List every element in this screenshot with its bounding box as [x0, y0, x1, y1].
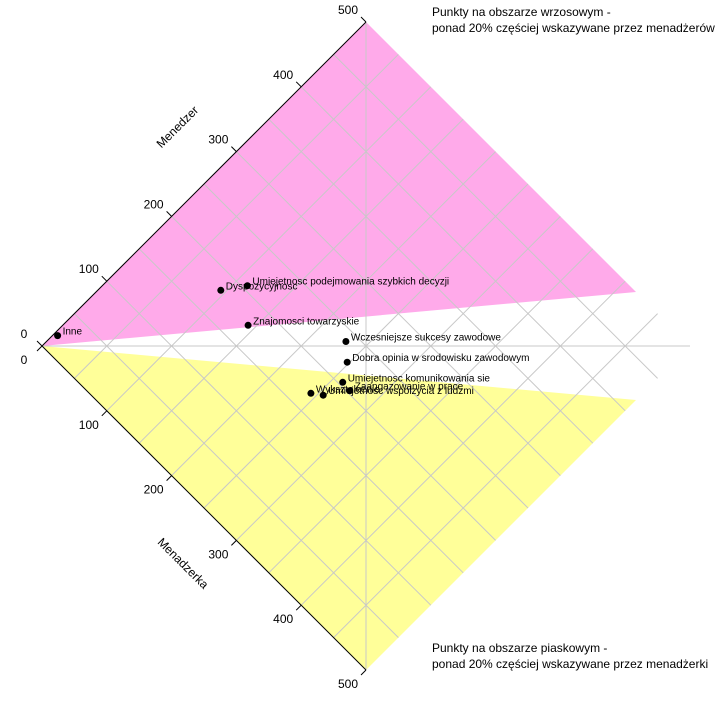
note-bottom: Punkty na obszarze piaskowym - ponad 20%… [432, 640, 708, 672]
tick-mark-menedzer [36, 340, 43, 347]
data-point [217, 286, 225, 294]
data-point-label: Wczesniejsze sukcesy zawodowe [351, 333, 501, 344]
data-point [243, 282, 251, 290]
note-bottom-line-1: Punkty na obszarze piaskowym - [432, 641, 608, 655]
tick-mark-menedzer [166, 211, 172, 217]
tick-label-menadzerka: 400 [273, 612, 293, 626]
tick-label-menadzerka: 200 [144, 483, 164, 497]
axis-line-menedzer [41, 21, 367, 347]
tick-mark-menadzerka [231, 540, 237, 546]
data-point-label: Wyksztalcenie [316, 384, 380, 395]
axis-labels: Menedzer Menadzerka [154, 103, 212, 592]
grid [42, 22, 690, 670]
data-point [307, 389, 315, 397]
grid-line-menadzerka [236, 216, 561, 541]
data-point [339, 378, 347, 386]
note-top-line-2: ponad 20% częściej wskazywane przez mena… [432, 21, 715, 35]
grid-line-menadzerka [300, 280, 626, 606]
data-point-label: Znajomosci towarzyskie [253, 316, 360, 327]
tick-mark-menadzerka [36, 345, 43, 352]
axis-label-menadzerka: Menadzerka [155, 535, 212, 592]
regions [42, 22, 636, 670]
tick-mark-menadzerka [360, 669, 367, 676]
tick-mark-menedzer [101, 275, 108, 282]
tick-mark-menedzer [295, 81, 302, 88]
grid-line-menedzer [268, 118, 594, 444]
data-point-label: Inne [63, 327, 83, 338]
grid-line-menadzerka [268, 248, 594, 574]
data-point-label: Umiejetnosc komunikowania sie [348, 373, 491, 384]
tick-label-menedzer: 400 [273, 68, 293, 82]
tick-mark-menedzer [231, 146, 237, 152]
tick-label-menedzer: 200 [144, 197, 164, 211]
data-point [342, 338, 350, 345]
data-point-label: Zaangazowanie w prace [355, 382, 464, 393]
data-point-label: Dyspozycyjnosc [226, 281, 298, 292]
frame [36, 16, 367, 676]
grid-line-menedzer [333, 54, 658, 379]
data-point-label: Umiejetnosc podejmowania szybkich decyzj… [252, 277, 449, 288]
data-point [319, 391, 327, 399]
tick-label-menedzer: 0 [21, 327, 28, 341]
tick-mark-menadzerka [101, 410, 108, 417]
note-bottom-line-2: ponad 20% częściej wskazywane przez mena… [432, 657, 709, 671]
tick-label-menadzerka: 300 [208, 547, 228, 561]
grid-line-menedzer [300, 86, 626, 412]
axis-line-menadzerka [41, 345, 367, 671]
tick-label-menadzerka: 500 [338, 677, 358, 691]
axis-label-menedzer: Menedzer [154, 103, 202, 151]
tick-label-menedzer: 100 [79, 262, 99, 276]
tick-mark-menadzerka [295, 604, 302, 611]
region-yellow [42, 346, 636, 670]
data-point [244, 321, 252, 329]
tick-labels: 0 100 200 300 400 500 0 100 200 300 400 500 [21, 3, 359, 691]
data-point [54, 332, 62, 340]
tick-label-menedzer: 300 [208, 133, 228, 147]
data-point [343, 358, 351, 366]
tick-label-menedzer: 500 [338, 3, 358, 17]
data-point [346, 387, 354, 395]
grid-line-menadzerka [333, 313, 658, 638]
tick-mark-menedzer [360, 16, 367, 23]
note-top: Punkty na obszarze wrzosowym - ponad 20%… [432, 4, 715, 36]
note-top-line-1: Punkty na obszarze wrzosowym - [432, 5, 611, 19]
tick-label-menadzerka: 0 [21, 353, 28, 367]
region-pink [42, 22, 636, 346]
grid-line-menedzer [236, 151, 561, 476]
tick-label-menadzerka: 100 [79, 418, 99, 432]
data-point-label: Dobra opinia w srodowisku zawodowym [352, 353, 529, 364]
tick-mark-menadzerka [166, 475, 172, 481]
data-point-label: Umiejetnosc wspolzycia z ludzmi [328, 386, 474, 397]
